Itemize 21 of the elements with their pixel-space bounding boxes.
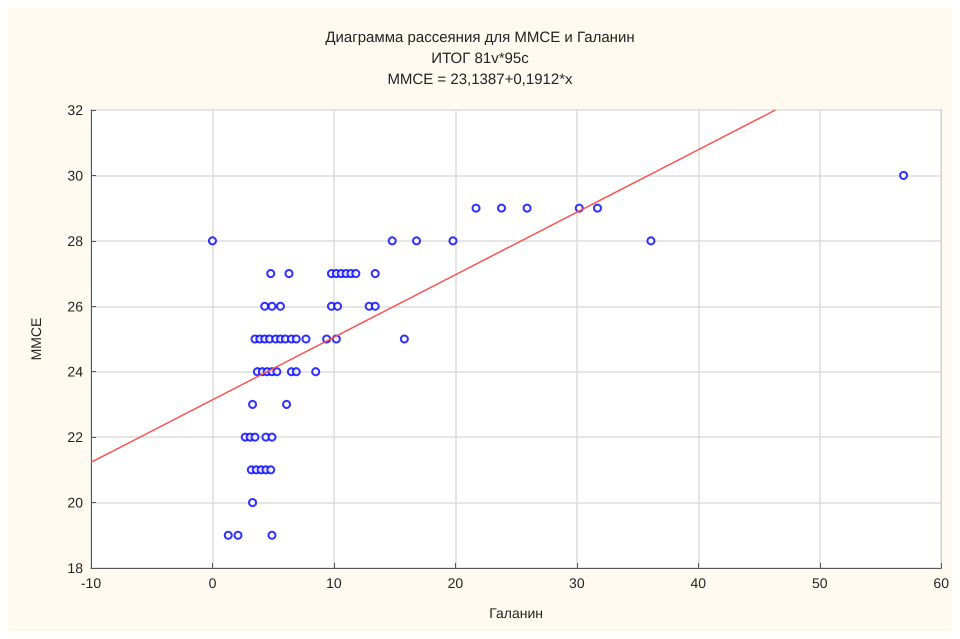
x-tick-label: 10 [326,575,342,591]
chart-title: Диаграмма рассеяния для MMCE и Галанин [325,29,635,46]
y-tick-label: 30 [67,167,84,184]
x-tick-label: 40 [690,575,706,591]
y-tick-label: 20 [67,494,84,511]
x-tick-label: -10 [80,575,102,591]
y-tick-label: 22 [67,429,84,446]
y-tick-label: 28 [67,232,84,249]
x-tick-label: 30 [569,575,585,591]
x-axis-title: Галанин [489,605,544,621]
x-tick-label: 60 [933,575,950,591]
x-tick-label: 50 [812,575,828,591]
x-tick-label: 0 [208,575,217,591]
y-tick-label: 26 [67,298,84,314]
y-tick-label: 24 [67,364,84,380]
chart-subtitle: ИТОГ 81v*95c [431,50,530,67]
y-axis-title: MMCE [28,318,44,360]
x-tick-label: 20 [448,575,464,591]
y-tick-label: 18 [67,560,84,576]
text: MMCE = 23,1387+0,1912*x [387,71,574,88]
y-tick-label: 32 [67,102,84,118]
